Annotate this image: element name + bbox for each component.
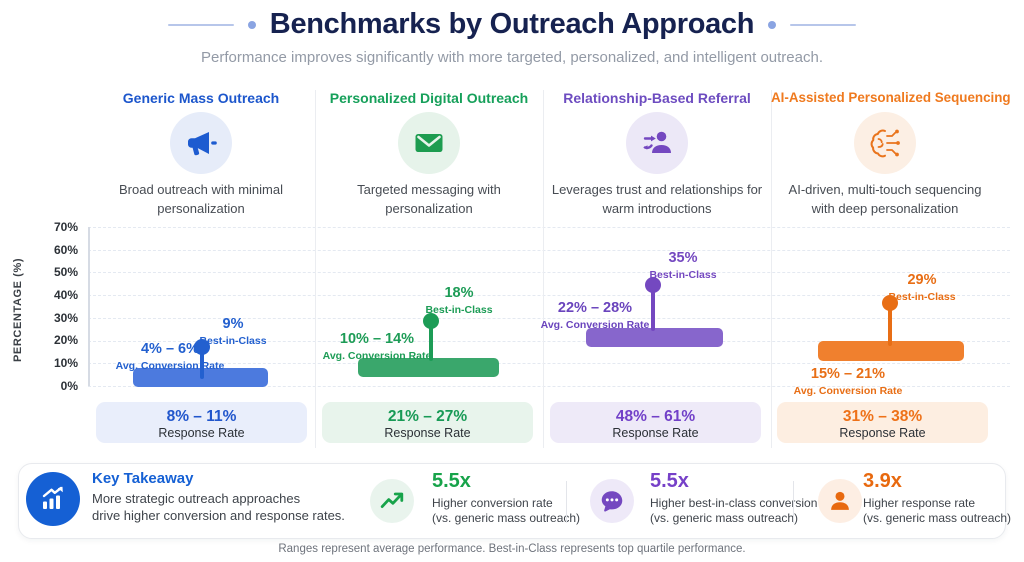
- gridline: [88, 363, 1010, 364]
- y-tick-20: 20%: [53, 333, 78, 347]
- y-tick-30: 30%: [53, 311, 78, 325]
- y-axis-label: PERCENTAGE (%): [12, 257, 24, 362]
- column-divider: [315, 90, 316, 448]
- gridline-baseline: [88, 386, 1010, 387]
- best-in-class-label: 18% Best-in-Class: [425, 285, 493, 316]
- column-title-referral: Relationship-Based Referral: [563, 90, 751, 106]
- conversion-range-label: 15% – 21% Avg. Conversion Rate: [793, 366, 903, 397]
- stat-caption: Higher conversion rate (vs. generic mass…: [432, 496, 581, 525]
- best-in-class-label: 35% Best-in-Class: [649, 250, 717, 281]
- column-divider: [771, 90, 772, 448]
- lollipop-stem: [888, 304, 892, 346]
- gridline: [88, 318, 1010, 319]
- title-right-dot: [768, 20, 777, 29]
- key-takeaway-text: More strategic outreach approaches drive…: [92, 491, 345, 523]
- bar-chart-growth-icon: [26, 472, 80, 526]
- conversion-range-bar-referral: [586, 328, 723, 347]
- stat-divider: [566, 481, 567, 523]
- y-tick-0: 0%: [60, 379, 78, 393]
- gridline: [88, 272, 1010, 273]
- conversion-range-label: 4% – 6% Avg. Conversion Rate: [115, 341, 225, 372]
- y-tick-70: 70%: [53, 220, 78, 234]
- conversion-range-label: 10% – 14% Avg. Conversion Rate: [322, 331, 432, 362]
- response-rate-card-digital: 21% – 27% Response Rate: [322, 402, 533, 443]
- stat-value-best-in-class: 5.5x: [650, 470, 689, 492]
- referral-person-icon: [626, 112, 688, 174]
- conversion-range-bar-ai: [818, 341, 964, 361]
- column-divider: [543, 90, 544, 448]
- y-tick-40: 40%: [53, 288, 78, 302]
- lollipop-stem: [200, 347, 204, 379]
- best-in-class-marker: [423, 313, 439, 329]
- envelope-icon: [398, 112, 460, 174]
- best-in-class-marker: [194, 339, 210, 355]
- title-right-line: [790, 23, 857, 26]
- stat-value-conversion: 5.5x: [432, 470, 471, 492]
- y-tick-10: 10%: [53, 356, 78, 370]
- lollipop-stem: [429, 321, 433, 361]
- conversion-range-bar-digital: [358, 358, 499, 377]
- column-description: Broad outreach with minimal personalizat…: [118, 182, 284, 216]
- stat-caption: Higher response rate (vs. generic mass o…: [863, 496, 1012, 525]
- best-in-class-label: 9% Best-in-Class: [199, 316, 267, 347]
- best-in-class-marker: [882, 295, 898, 311]
- key-takeaway-title: Key Takeaway: [92, 470, 194, 487]
- gridline: [88, 227, 1010, 228]
- conversion-range-label: 22% – 28% Avg. Conversion Rate: [540, 300, 650, 331]
- response-rate-card-ai: 31% – 38% Response Rate: [777, 402, 988, 443]
- column-description: Targeted messaging with personalization: [357, 182, 501, 216]
- column-description: AI-driven, multi-touch sequencing with d…: [788, 182, 982, 216]
- page-subtitle: Performance improves significantly with …: [201, 49, 823, 66]
- header: Benchmarks by Outreach Approach: [0, 8, 1024, 41]
- y-axis-line: [88, 227, 90, 386]
- y-tick-60: 60%: [53, 243, 78, 257]
- trending-up-icon: [370, 479, 414, 523]
- column-description: Leverages trust and relationships for wa…: [551, 182, 763, 216]
- stat-value-response: 3.9x: [863, 470, 902, 492]
- column-title-generic-mass: Generic Mass Outreach: [122, 90, 280, 106]
- gridline: [88, 341, 1010, 342]
- gridline: [88, 295, 1010, 296]
- megaphone-icon: [170, 112, 232, 174]
- title-left-dot: [247, 20, 256, 29]
- gridline: [88, 250, 1010, 251]
- stat-divider: [793, 481, 794, 523]
- chat-bubble-icon: [590, 479, 634, 523]
- footnote: Ranges represent average performance. Be…: [278, 543, 746, 555]
- lollipop-stem: [651, 286, 655, 331]
- stat-caption: Higher best-in-class conversion (vs. gen…: [650, 496, 818, 525]
- column-title-personalized-digital: Personalized Digital Outreach: [329, 90, 529, 106]
- title-left-line: [167, 23, 234, 26]
- ai-brain-circuit-icon: [854, 112, 916, 174]
- page-title: Benchmarks by Outreach Approach: [269, 8, 755, 40]
- response-rate-card-generic: 8% – 11% Response Rate: [96, 402, 307, 443]
- best-in-class-label: 29% Best-in-Class: [888, 272, 956, 303]
- best-in-class-marker: [645, 277, 661, 293]
- column-title-ai-sequencing: AI-Assisted Personalized Sequencing: [771, 90, 1011, 105]
- y-tick-50: 50%: [53, 265, 78, 279]
- person-icon: [818, 479, 862, 523]
- response-rate-card-referral: 48% – 61% Response Rate: [550, 402, 761, 443]
